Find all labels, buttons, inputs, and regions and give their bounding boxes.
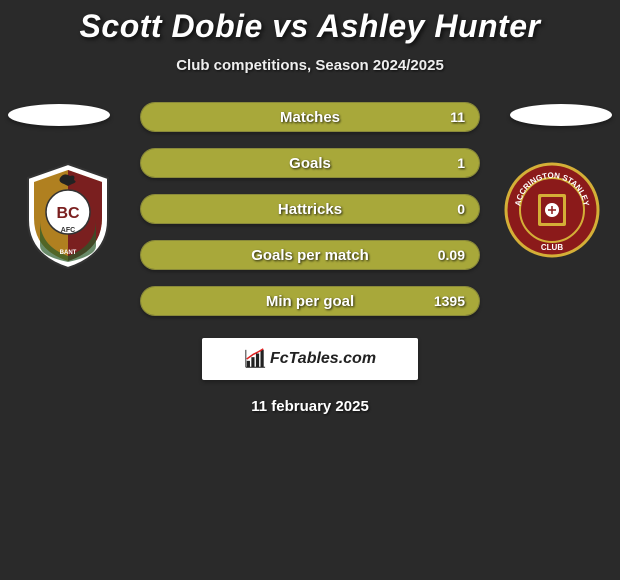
stat-value: 1 [457, 155, 465, 171]
stat-label: Goals per match [251, 247, 369, 264]
svg-text:AFC: AFC [61, 227, 75, 234]
date-label: 11 february 2025 [0, 398, 620, 415]
stat-value: 0 [457, 201, 465, 217]
svg-text:CLUB: CLUB [541, 243, 563, 252]
stat-label: Min per goal [266, 293, 354, 310]
accrington-stanley-badge: ACCRINGTON STANLEY CLUB [502, 160, 602, 270]
club-badge-right-icon: ACCRINGTON STANLEY CLUB [502, 160, 602, 270]
stat-label: Matches [280, 109, 340, 126]
stats-list: Matches 11 Goals 1 Hattricks 0 Goals per… [140, 102, 480, 316]
page-title: Scott Dobie vs Ashley Hunter [0, 8, 620, 45]
stat-row-hattricks: Hattricks 0 [140, 194, 480, 224]
brand-box[interactable]: FcTables.com [202, 338, 418, 380]
bradford-city-badge: BC AFC BANT [18, 160, 118, 270]
svg-text:BANT: BANT [60, 250, 77, 256]
club-badge-left-icon: BC AFC BANT [18, 160, 118, 270]
stat-value: 0.09 [438, 247, 465, 263]
comparison-panel: BC AFC BANT ACCRINGTON STANLEY CLUB [0, 102, 620, 415]
stat-row-min-per-goal: Min per goal 1395 [140, 286, 480, 316]
player-left-oval [8, 104, 110, 126]
stat-row-goals: Goals 1 [140, 148, 480, 178]
stat-value: 11 [450, 109, 465, 125]
svg-text:BC: BC [56, 205, 80, 222]
brand-text: FcTables.com [270, 350, 376, 368]
player-right-oval [510, 104, 612, 126]
stat-value: 1395 [434, 293, 465, 309]
subtitle: Club competitions, Season 2024/2025 [0, 57, 620, 74]
stat-row-goals-per-match: Goals per match 0.09 [140, 240, 480, 270]
stat-row-matches: Matches 11 [140, 102, 480, 132]
stat-label: Goals [289, 155, 331, 172]
bar-chart-icon [244, 348, 266, 370]
stat-label: Hattricks [278, 201, 342, 218]
